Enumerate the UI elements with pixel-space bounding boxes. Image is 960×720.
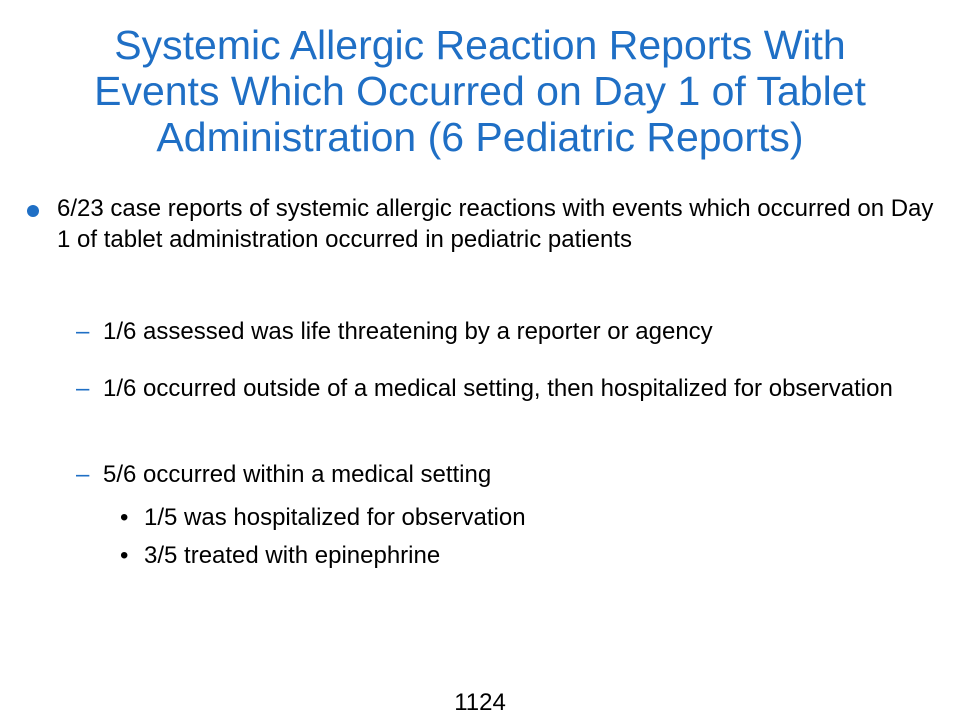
sub-sub-bullet-text: 1/5 was hospitalized for observation	[144, 504, 526, 531]
sub-bullet-text: 1/6 assessed was life threatening by a r…	[103, 318, 713, 345]
sub-bullet-text: 1/6 occurred outside of a medical settin…	[103, 375, 893, 402]
slide-title-line: Events Which Occurred on Day 1 of Tablet	[94, 68, 866, 114]
bullet-dot-icon	[27, 205, 39, 217]
bullet-point-icon: •	[120, 542, 129, 569]
bullet-point-icon: •	[120, 504, 129, 531]
slide-title: Systemic Allergic Reaction Reports With …	[0, 22, 960, 160]
page-number: 1124	[454, 689, 506, 716]
dash-icon: –	[76, 375, 90, 402]
main-bullet-text: 6/23 case reports of systemic allergic r…	[57, 195, 934, 253]
slide-title-line: Administration (6 Pediatric Reports)	[156, 114, 804, 160]
dash-icon: –	[76, 461, 90, 488]
sub-bullet-text: 5/6 occurred within a medical setting	[103, 461, 492, 488]
dash-icon: –	[76, 318, 90, 345]
slide-title-line: Systemic Allergic Reaction Reports With	[114, 22, 846, 68]
sub-sub-bullet-text: 3/5 treated with epinephrine	[144, 542, 441, 569]
